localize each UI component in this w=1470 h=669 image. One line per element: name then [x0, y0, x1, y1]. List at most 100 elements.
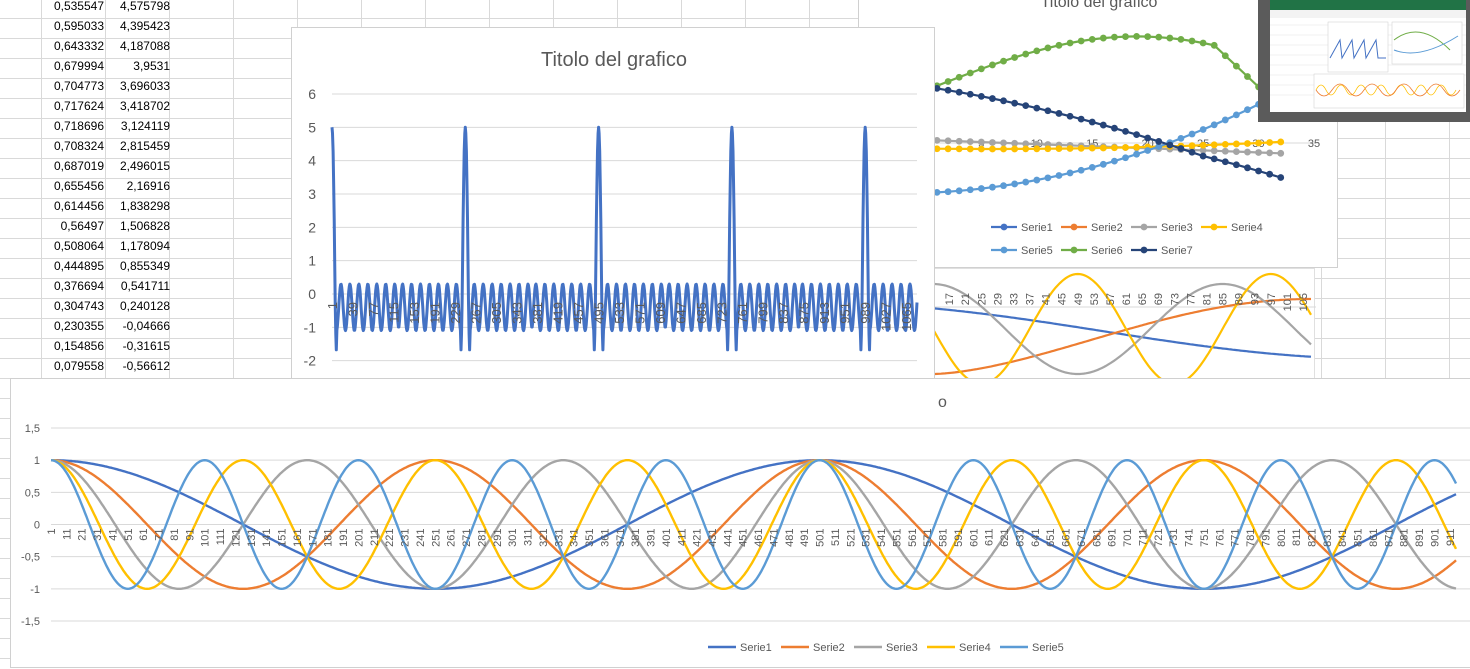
cell-col-a[interactable]: 0,304743 — [53, 299, 104, 313]
x-tick-label: 611 — [984, 529, 996, 547]
x-tick-label: 685 — [694, 302, 709, 324]
cell-col-a[interactable]: 0,655456 — [53, 179, 104, 193]
chart-main[interactable]: Titolo del grafico 6543210-1-2-313977115… — [291, 27, 935, 412]
cell-col-b[interactable]: 2,496015 — [119, 159, 170, 173]
x-tick-label: 533 — [612, 302, 627, 324]
legend-item[interactable]: Serie1 — [708, 642, 772, 654]
cell-col-a[interactable]: 0,508064 — [53, 239, 104, 253]
window-thumbnail[interactable] — [1258, 0, 1470, 122]
cell-col-b[interactable]: 3,418702 — [119, 99, 170, 113]
cell-col-a[interactable]: 0,614456 — [53, 199, 104, 213]
chart-title: Titolo del grafico — [1041, 0, 1158, 11]
cell-col-b[interactable]: -0,04666 — [122, 319, 170, 333]
x-tick-label: 29 — [992, 293, 1004, 305]
x-tick-label: 31 — [92, 529, 104, 541]
cell-col-b[interactable]: 0,541711 — [120, 279, 170, 293]
x-tick-label: 681 — [1091, 529, 1103, 547]
cell-col-a[interactable]: 0,595033 — [53, 19, 104, 33]
cell-col-b[interactable]: 3,124119 — [120, 119, 170, 133]
cell-col-a[interactable]: 0,687019 — [53, 159, 104, 173]
x-tick-label: 111 — [215, 529, 227, 546]
cell-col-b[interactable]: 1,178094 — [119, 239, 170, 253]
x-tick-label: 411 — [676, 529, 688, 547]
x-tick-label: 761 — [735, 302, 750, 324]
x-tick-label: 21 — [77, 529, 89, 541]
x-tick-label: 457 — [571, 302, 586, 324]
x-tick-label: 501 — [815, 529, 827, 547]
legend-item[interactable]: Serie5 — [991, 245, 1053, 257]
cell-col-a[interactable]: 0,535547 — [53, 0, 104, 13]
cell-col-a[interactable]: 0,708324 — [53, 139, 104, 153]
x-tick-label: 301 — [507, 529, 519, 547]
x-tick-label: 721 — [1153, 529, 1165, 547]
cell-col-a[interactable]: 0,643332 — [53, 39, 104, 53]
y-tick-label: 2 — [308, 219, 316, 235]
legend-item[interactable]: Serie4 — [1201, 222, 1263, 234]
cell-col-a[interactable]: 0,230355 — [53, 319, 104, 333]
legend-item[interactable]: Serie4 — [927, 642, 991, 654]
series-Serie6 — [911, 33, 1285, 112]
x-tick-label: 331 — [553, 529, 565, 547]
x-tick-label: 45 — [1057, 293, 1069, 305]
cell-col-b[interactable]: 3,9531 — [133, 59, 170, 73]
cell-col-a[interactable]: 0,718696 — [53, 119, 104, 133]
legend-item[interactable]: Serie6 — [1061, 245, 1123, 257]
x-tick-label: 11 — [61, 529, 73, 540]
cell-col-a[interactable]: 0,444895 — [53, 259, 104, 273]
chart-middle[interactable]: 17 21 25 29 33 37 41 45 49 53 57 61 65 69 73 77 81 85 89 93… — [930, 268, 1316, 381]
x-tick-label: 201 — [353, 529, 365, 547]
x-tick-label: 861 — [1368, 529, 1380, 547]
cell-col-b[interactable]: 4,395423 — [119, 19, 170, 33]
cell-col-a[interactable]: 0,376694 — [53, 279, 104, 293]
legend-item[interactable]: Serie2 — [781, 642, 845, 654]
cell-col-a[interactable]: 0,154856 — [53, 339, 104, 353]
x-tick-label: 343 — [510, 302, 525, 324]
cell-col-b[interactable]: 2,815459 — [119, 139, 170, 153]
legend-item[interactable]: Serie5 — [1000, 642, 1064, 654]
x-tick-label: 521 — [845, 529, 857, 547]
x-tick-label: 181 — [323, 529, 335, 547]
x-tick-label: 951 — [838, 302, 853, 324]
legend-item[interactable]: Serie2 — [1061, 222, 1123, 234]
y-tick-label: 1 — [34, 455, 40, 467]
cell-col-b[interactable]: 1,506828 — [119, 219, 170, 233]
cell-col-b[interactable]: -0,56612 — [122, 359, 170, 373]
x-tick-label: 57 — [1105, 293, 1117, 305]
x-tick-label: 211 — [369, 529, 381, 547]
x-tick-label: 601 — [968, 529, 980, 547]
legend-item[interactable]: Serie3 — [1131, 222, 1193, 234]
cell-col-b[interactable]: 0,240128 — [119, 299, 170, 313]
x-tick-label: 191 — [338, 529, 350, 547]
x-tick-label: 291 — [492, 529, 504, 547]
x-tick-label: 97 — [1266, 293, 1278, 305]
cell-col-b[interactable]: 0,855349 — [119, 259, 170, 273]
cell-col-b[interactable]: 2,16916 — [126, 179, 170, 193]
x-tick-label: 37 — [1025, 293, 1037, 305]
svg-text:Serie4: Serie4 — [1231, 222, 1263, 234]
cell-col-a[interactable]: 0,704773 — [53, 79, 104, 93]
chart-bottom[interactable]: o 1,5 1 0,5 0 -0,5 -1 -1,5 1 11 21 31 41 51 61 71 81 91 1… — [10, 378, 1470, 668]
x-tick-label: 93 — [1250, 293, 1262, 305]
cell-col-a[interactable]: 0,679994 — [53, 59, 104, 73]
cell-col-b[interactable]: 4,575798 — [119, 0, 170, 13]
x-tick-label: 913 — [817, 302, 832, 324]
x-tick-label: 121 — [230, 529, 242, 547]
x-tick-label: 153 — [407, 302, 422, 324]
cell-col-b[interactable]: -0,31615 — [122, 339, 170, 353]
chart-middle-svg: 17 21 25 29 33 37 41 45 49 53 57 61 65 69 73 77 81 85 89 93… — [931, 272, 1316, 381]
cell-col-b[interactable]: 4,187088 — [119, 39, 170, 53]
cell-col-a[interactable]: 0,079558 — [53, 359, 104, 373]
x-tick-label: 811 — [1291, 529, 1303, 547]
legend-item[interactable]: Serie3 — [854, 642, 918, 654]
x-tick-label: 821 — [1307, 529, 1319, 547]
cell-col-a[interactable]: 0,717624 — [53, 99, 104, 113]
x-tick-label: 1065 — [899, 302, 914, 331]
cell-col-b[interactable]: 1,838298 — [119, 199, 170, 213]
legend-item[interactable]: Serie7 — [1131, 245, 1193, 257]
x-tick-label: 631 — [1014, 529, 1026, 547]
legend-item[interactable]: Serie1 — [991, 222, 1053, 234]
x-tick-label: 191 — [428, 302, 443, 324]
cell-col-b[interactable]: 3,696033 — [119, 79, 170, 93]
x-tick-label: 531 — [861, 529, 873, 547]
cell-col-a[interactable]: 0,56497 — [60, 219, 104, 233]
